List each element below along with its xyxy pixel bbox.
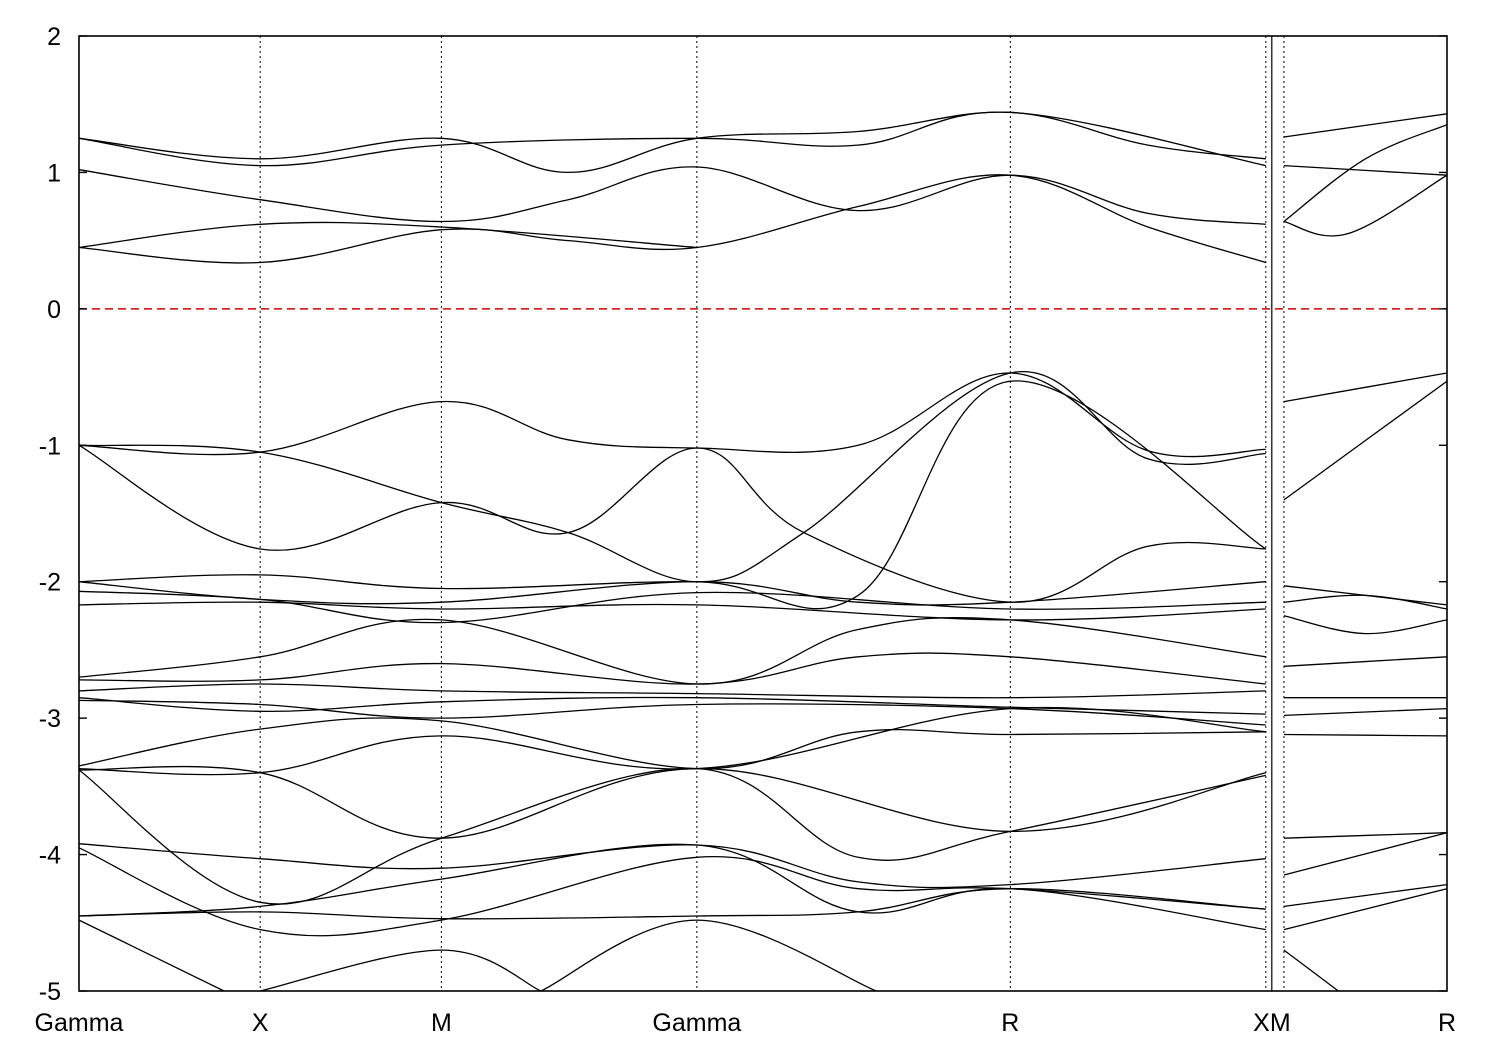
band-line-9 <box>79 372 1266 458</box>
band-line-44 <box>1283 888 1447 931</box>
x-tick-label-6: M <box>1270 1009 1291 1037</box>
band-line-5 <box>1283 174 1447 237</box>
band-line-25 <box>79 843 1266 889</box>
band-line-39 <box>1283 707 1447 717</box>
y-tick-label-3: -1 <box>39 432 61 460</box>
band-line-6 <box>1283 113 1447 138</box>
band-line-12 <box>79 380 1267 610</box>
x-tick-label-7: R <box>1438 1009 1456 1037</box>
band-line-31 <box>540 919 877 991</box>
band-line-40 <box>1283 733 1447 737</box>
band-line-45 <box>1283 949 1339 991</box>
band-line-8 <box>1283 124 1447 223</box>
band-line-28 <box>79 888 1266 920</box>
band-line-41 <box>1283 832 1447 839</box>
band-line-43 <box>1283 883 1447 908</box>
axes <box>78 35 1448 992</box>
x-tick-label-0: Gamma <box>35 1009 124 1037</box>
band-line-36 <box>1283 615 1447 635</box>
band-line-4 <box>79 111 1266 167</box>
y-tick-labels: 2 1 0 -1 -2 -3 -4 -5 <box>39 23 61 1006</box>
band-lines <box>79 111 1447 991</box>
band-line-15 <box>79 601 1266 621</box>
x-tick-label-2: M <box>431 1009 452 1037</box>
band-line-30 <box>260 949 542 991</box>
x-tick-label-3: Gamma <box>652 1009 741 1037</box>
y-tick-label-0: 2 <box>47 23 61 51</box>
band-line-14 <box>79 590 1266 624</box>
band-line-10 <box>79 444 1266 603</box>
band-line-22 <box>79 706 1266 776</box>
band-line-24 <box>79 767 1266 905</box>
band-line-2 <box>79 166 1266 225</box>
x-tick-label-4: R <box>1001 1009 1019 1037</box>
band-line-23 <box>79 765 1266 839</box>
band-line-3 <box>79 111 1266 174</box>
band-line-1 <box>79 221 697 249</box>
band-line-21 <box>79 717 1266 770</box>
band-line-11 <box>79 370 1266 583</box>
band-line-29 <box>79 919 225 991</box>
band-line-20 <box>79 699 1266 726</box>
band-line-27 <box>79 843 1266 931</box>
y-tick-label-5: -3 <box>39 705 61 733</box>
band-line-18 <box>79 683 1266 699</box>
x-tick-label-5: X <box>1253 1009 1270 1037</box>
band-line-0 <box>79 174 1266 264</box>
band-line-16 <box>79 616 1266 685</box>
band-line-19 <box>79 696 1266 715</box>
y-tick-label-4: -2 <box>39 569 61 597</box>
band-line-32 <box>1283 372 1447 403</box>
x-tick-label-1: X <box>252 1009 269 1037</box>
y-tick-label-2: 0 <box>47 296 61 324</box>
y-tick-label-1: 1 <box>47 159 61 187</box>
band-line-7 <box>1283 164 1447 176</box>
x-tick-labels: Gamma X M Gamma R X M R <box>35 1009 1456 1037</box>
plot-frame <box>78 35 1448 992</box>
band-line-17 <box>79 652 1266 685</box>
band-line-33 <box>1283 380 1447 501</box>
band-line-35 <box>1283 594 1447 610</box>
band-line-37 <box>1283 656 1447 667</box>
band-line-42 <box>1283 832 1447 876</box>
y-tick-label-6: -4 <box>39 842 61 870</box>
y-tick-label-7: -5 <box>39 978 61 1006</box>
